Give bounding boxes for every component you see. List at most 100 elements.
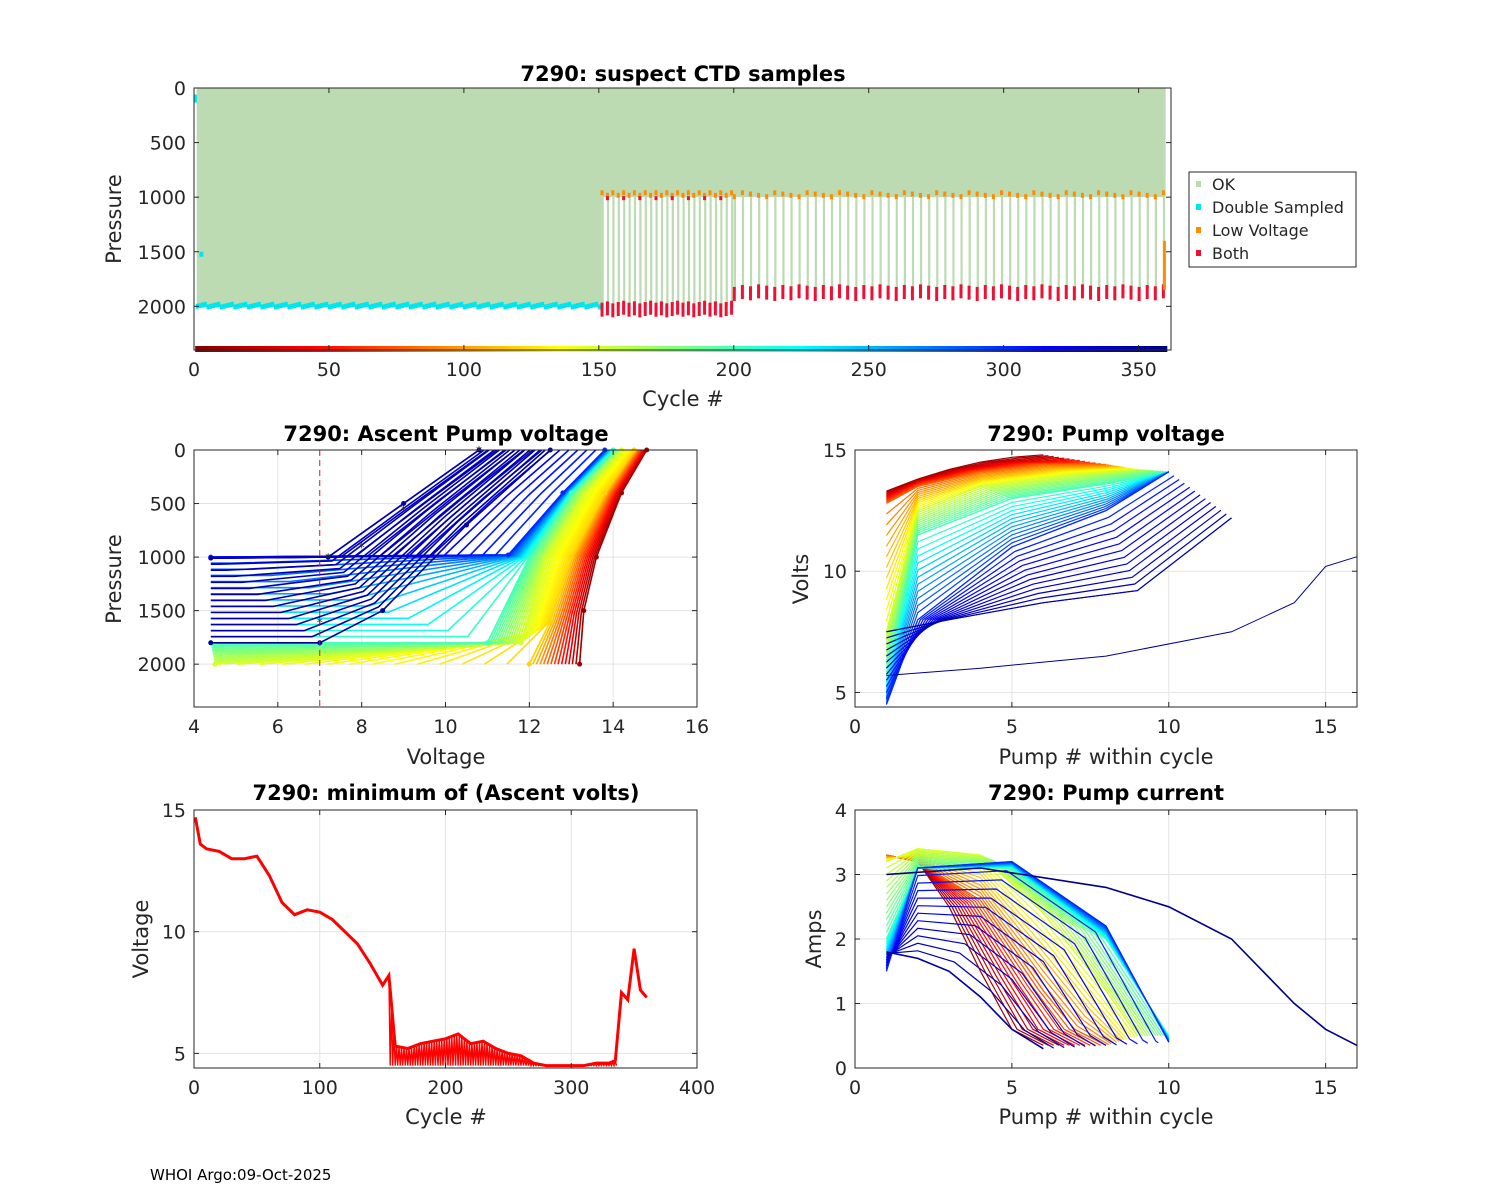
flag-bottom xyxy=(500,301,504,307)
flag-park xyxy=(638,192,642,198)
flag-bottom xyxy=(797,284,801,299)
flag-park xyxy=(846,191,850,197)
flag-bottom xyxy=(724,302,728,317)
pump-voltage-line xyxy=(885,471,1169,689)
x-tick-label: 400 xyxy=(679,1077,715,1099)
y-tick-label: 10 xyxy=(162,922,186,944)
cycle-color-strip xyxy=(578,346,582,352)
flag-park xyxy=(935,190,939,196)
flag-park xyxy=(692,192,696,198)
ascent-series-line xyxy=(210,449,480,559)
flag-bottom xyxy=(781,284,785,299)
flag-bottom xyxy=(398,303,402,309)
flag-bottom xyxy=(1040,284,1044,299)
flag-bottom xyxy=(538,302,542,308)
ok-profile xyxy=(337,88,341,308)
flag-bottom xyxy=(654,302,658,317)
flag-bottom xyxy=(325,301,329,307)
ok-profile xyxy=(493,88,497,308)
ascent-series-line xyxy=(210,449,490,572)
cycle-color-strip xyxy=(729,346,733,352)
flag-park xyxy=(894,194,898,200)
cycle-color-strip xyxy=(319,346,323,352)
pump-current-line xyxy=(885,897,1128,1045)
cycle-color-strip xyxy=(861,346,866,352)
legend: OK Double Sampled Low Voltage Both xyxy=(1188,171,1357,268)
flag-bottom xyxy=(910,286,914,301)
ok-profile xyxy=(358,88,362,308)
ok-profile xyxy=(552,88,556,308)
flag-park xyxy=(611,190,615,196)
pump-voltage-line xyxy=(885,469,1148,649)
ok-profile xyxy=(582,88,586,308)
cycle-color-strip xyxy=(1156,346,1160,352)
ok-profile xyxy=(391,88,395,308)
flag-bottom xyxy=(263,303,267,309)
ok-profile xyxy=(331,88,335,308)
cycle-color-strip xyxy=(794,346,798,352)
cycle-color-strip xyxy=(235,346,239,352)
flag-bottom xyxy=(314,304,318,310)
flag-park xyxy=(838,190,842,196)
flag-bottom xyxy=(417,302,421,308)
flag-park xyxy=(1145,192,1149,198)
pump-voltage-line xyxy=(885,468,1135,622)
ok-profile xyxy=(269,88,273,308)
cycle-color-strip xyxy=(672,346,677,352)
cycle-color-strip xyxy=(772,346,776,352)
ok-profile xyxy=(345,88,349,308)
flag-bottom xyxy=(1137,286,1141,301)
flag-bottom xyxy=(271,301,275,307)
cycle-color-strip xyxy=(1110,346,1114,352)
flag-bottom xyxy=(225,303,229,309)
flag-bottom xyxy=(368,304,372,310)
ok-profile xyxy=(485,88,489,308)
ok-profile xyxy=(288,88,292,308)
x-tick-label: 10 xyxy=(433,716,457,738)
cycle-color-strip xyxy=(832,346,836,352)
flag-park xyxy=(967,190,971,196)
flag-bottom xyxy=(300,304,304,310)
flag-bottom xyxy=(373,303,377,309)
flag-park xyxy=(1016,192,1020,198)
cycle-color-strip xyxy=(1053,346,1057,352)
cycle-color-strip xyxy=(602,346,606,352)
cycle-color-strip xyxy=(483,346,488,352)
ascent-series-line xyxy=(553,449,642,665)
cycle-color-strip xyxy=(257,346,261,352)
flag-bottom xyxy=(408,304,412,310)
cycle-color-strip xyxy=(964,346,968,352)
flag-bottom xyxy=(395,304,399,310)
cycle-color-strip xyxy=(624,346,628,352)
ok-profile xyxy=(544,88,548,308)
flag-bottom xyxy=(975,286,979,301)
x-tick-label: 0 xyxy=(849,716,861,738)
pump-voltage-title: 7290: Pump voltage xyxy=(987,422,1225,446)
ascent-series-line xyxy=(210,449,531,620)
flag-park xyxy=(1105,191,1109,197)
cycle-color-strip xyxy=(594,346,598,352)
ok-profile xyxy=(237,88,241,308)
pump-current-line xyxy=(885,854,1149,1037)
cycle-color-strip xyxy=(456,346,461,352)
flag-bottom xyxy=(886,285,890,300)
flag-bottom xyxy=(336,302,340,308)
flag-bottom xyxy=(821,284,825,299)
cycle-color-strip xyxy=(265,346,269,352)
cycle-color-strip xyxy=(821,346,825,352)
flag-bottom xyxy=(681,302,685,317)
pump-voltage-line xyxy=(886,513,1227,639)
cycle-color-strip xyxy=(985,346,990,352)
flag-bottom xyxy=(349,302,353,308)
ok-profile xyxy=(377,88,381,308)
flag-park xyxy=(1137,191,1141,197)
flag-bottom xyxy=(616,302,620,317)
flag-bottom xyxy=(919,284,923,299)
cycle-color-strip xyxy=(767,346,771,352)
cycle-color-strip xyxy=(351,346,355,352)
ok-profile xyxy=(536,88,540,308)
ascent-series-line xyxy=(210,449,485,566)
cycle-color-strip xyxy=(1158,346,1162,352)
cycle-color-strip xyxy=(451,346,455,352)
ok-profile xyxy=(574,88,578,308)
